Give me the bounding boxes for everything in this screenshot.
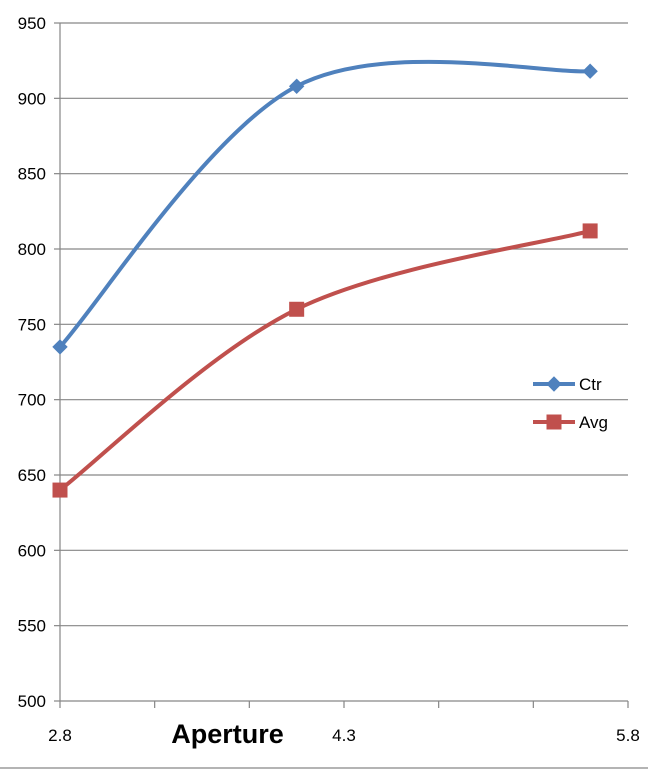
y-tick-label-9: 950 bbox=[18, 14, 46, 33]
y-tick-label-5: 750 bbox=[18, 315, 46, 334]
data-point-avg-0 bbox=[52, 482, 68, 498]
y-tick-label-6: 800 bbox=[18, 240, 46, 259]
y-tick-label-1: 550 bbox=[18, 617, 46, 636]
y-tick-label-8: 900 bbox=[18, 89, 46, 108]
y-tick-label-2: 600 bbox=[18, 541, 46, 560]
legend-label-avg: Avg bbox=[579, 413, 608, 432]
y-tick-label-3: 650 bbox=[18, 466, 46, 485]
y-tick-label-7: 850 bbox=[18, 165, 46, 184]
legend-marker-avg bbox=[546, 414, 562, 430]
data-point-ctr-1 bbox=[288, 78, 305, 94]
series-line-ctr bbox=[58, 59, 591, 349]
legend-marker-ctr bbox=[546, 376, 562, 392]
x-tick-label-2: 5.8 bbox=[616, 726, 640, 745]
x-tick-label-0: 2.8 bbox=[48, 726, 72, 745]
data-point-ctr-2 bbox=[582, 63, 598, 79]
y-tick-label-0: 500 bbox=[18, 692, 46, 711]
legend-label-ctr: Ctr bbox=[579, 375, 602, 394]
series-line-avg bbox=[58, 228, 591, 492]
x-tick-label-1: 4.3 bbox=[332, 726, 356, 745]
data-point-avg-2 bbox=[582, 223, 598, 239]
data-point-avg-1 bbox=[289, 301, 305, 317]
x-axis-title: Aperture bbox=[171, 719, 284, 749]
y-tick-label-4: 700 bbox=[18, 391, 46, 410]
data-point-ctr-0 bbox=[52, 339, 68, 355]
